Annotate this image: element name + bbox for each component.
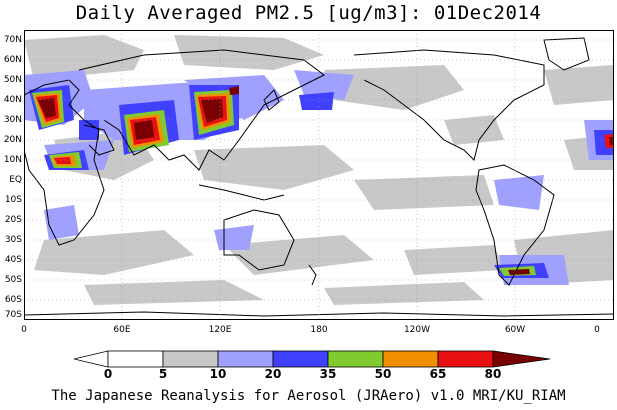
colorbar-segment: [327, 350, 384, 368]
lat-label: 50S: [4, 275, 22, 285]
lat-label: 70S: [4, 310, 22, 320]
colorbar-label: 20: [264, 367, 282, 381]
coastlines: [24, 37, 614, 317]
footer-credit: The Japanese Reanalysis for Aerosol (JRA…: [51, 388, 566, 404]
colorbar-segment: [272, 350, 329, 368]
lat-label: 30N: [3, 115, 22, 125]
colorbar-segment: [107, 350, 164, 368]
map-frame: [24, 30, 614, 320]
lat-label: EQ: [9, 175, 22, 185]
colorbar-label: 50: [374, 367, 392, 381]
colorbar-segment: [217, 350, 274, 368]
lat-label: 50N: [3, 75, 22, 85]
lat-label: 10S: [4, 195, 22, 205]
lat-label: 70N: [3, 35, 22, 45]
colorbar-label: 10: [209, 367, 227, 381]
pm25-level-over-80-region: [38, 86, 614, 275]
map-gridlines: [24, 30, 614, 320]
lat-label: 10N: [3, 155, 22, 165]
pm25-world-map: [24, 30, 614, 320]
colorbar-segment-low-arrow: [74, 350, 109, 368]
lon-label: 0: [21, 325, 27, 335]
lon-label: 0: [594, 325, 600, 335]
colorbar-label: 80: [484, 367, 502, 381]
lon-label: 60E: [113, 325, 131, 335]
colorbar-segment: [162, 350, 219, 368]
map-title: Daily Averaged PM2.5 [ug/m3]: 01Dec2014: [75, 2, 542, 24]
colorbar-label: 5: [158, 367, 168, 381]
lat-label: 60S: [4, 295, 22, 305]
lat-label: 40S: [4, 255, 22, 265]
colorbar: [74, 350, 551, 368]
lon-label: 120E: [208, 325, 232, 335]
colorbar-label: 35: [319, 367, 337, 381]
lon-label: 180: [310, 325, 328, 335]
lon-label: 60W: [504, 325, 526, 335]
lat-label: 40N: [3, 95, 22, 105]
colorbar-segment: [437, 350, 494, 368]
colorbar-label: 0: [103, 367, 113, 381]
colorbar-label: 65: [429, 367, 447, 381]
colorbar-segment-high-arrow: [492, 350, 551, 368]
lon-label: 120W: [403, 325, 431, 335]
colorbar-segment: [382, 350, 439, 368]
lat-label: 20S: [4, 215, 22, 225]
lat-label: 60N: [3, 55, 22, 65]
lat-label: 30S: [4, 235, 22, 245]
lat-label: 20N: [3, 135, 22, 145]
